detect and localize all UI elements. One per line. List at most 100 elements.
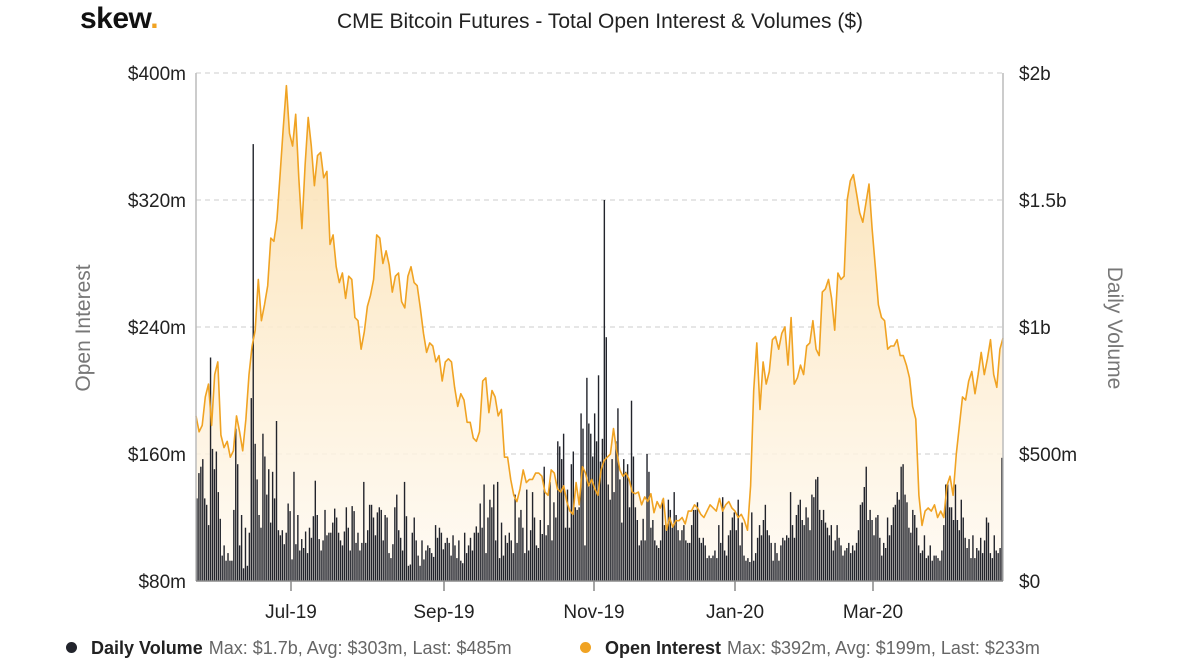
volume-bar bbox=[580, 413, 582, 581]
volume-bar bbox=[970, 558, 972, 581]
volume-bar bbox=[268, 469, 270, 581]
volume-bar bbox=[260, 527, 262, 581]
volume-bar bbox=[857, 530, 860, 581]
volume-bar bbox=[923, 535, 926, 581]
volume-bar bbox=[947, 484, 949, 581]
volume-bar bbox=[958, 530, 961, 581]
x-tick-label: Jan-20 bbox=[706, 602, 764, 623]
volume-bar bbox=[716, 558, 718, 581]
volume-bar bbox=[566, 489, 569, 581]
volume-bar bbox=[396, 494, 398, 581]
volume-bar bbox=[557, 441, 559, 581]
volume-bar bbox=[692, 509, 695, 581]
volume-bar bbox=[671, 527, 673, 581]
volume-bar bbox=[935, 555, 937, 581]
volume-bar bbox=[504, 535, 507, 581]
volume-bar bbox=[628, 507, 631, 581]
volume-bar bbox=[363, 481, 365, 581]
volume-bar bbox=[943, 525, 945, 581]
volume-bar bbox=[914, 515, 916, 581]
volume-bar bbox=[683, 525, 685, 581]
volume-bar bbox=[487, 517, 489, 581]
volume-bar bbox=[681, 530, 683, 581]
legend-item-daily-volume[interactable]: Daily Volume Max: $1.7b, Avg: $303m, Last… bbox=[66, 638, 512, 659]
volume-bar bbox=[413, 517, 415, 581]
volume-bar bbox=[830, 525, 833, 581]
volume-bar bbox=[213, 469, 216, 581]
volume-bar bbox=[665, 530, 668, 581]
axis-labels: $80m $0 $160m $500m $240m $1b $320m $1.5b $400m $… bbox=[72, 64, 1126, 623]
volume-bar bbox=[853, 550, 856, 581]
legend-label: Daily Volume bbox=[91, 638, 203, 658]
volume-bar bbox=[797, 504, 800, 581]
volume-bar bbox=[264, 456, 266, 581]
volume-bar bbox=[366, 530, 369, 581]
volume-bar bbox=[411, 532, 413, 581]
volume-bar bbox=[985, 517, 988, 581]
volume-bar bbox=[617, 408, 619, 581]
volume-bar bbox=[623, 459, 625, 581]
volume-bar bbox=[551, 540, 553, 581]
open-interest-area bbox=[196, 85, 1003, 581]
volume-bar bbox=[881, 555, 883, 581]
volume-bar bbox=[712, 555, 714, 581]
volume-bar bbox=[578, 507, 580, 581]
volume-bar bbox=[906, 502, 908, 581]
volume-bar bbox=[495, 540, 497, 581]
volume-bar bbox=[912, 509, 914, 581]
volume-bar bbox=[351, 506, 353, 581]
legend-item-open-interest[interactable]: Open Interest Max: $392m, Avg: $199m, Las… bbox=[580, 638, 1040, 659]
volume-bar bbox=[954, 484, 957, 581]
volume-bar bbox=[937, 558, 939, 581]
logo-text: skew bbox=[80, 2, 151, 35]
volume-bar bbox=[528, 550, 530, 581]
volume-bar bbox=[875, 517, 877, 581]
volume-bar bbox=[626, 464, 629, 581]
volume-bar bbox=[774, 542, 776, 581]
volume-bar bbox=[869, 509, 871, 581]
volume-bar bbox=[611, 459, 613, 581]
volume-bar bbox=[262, 433, 264, 581]
volume-bar bbox=[248, 532, 251, 581]
volume-bar bbox=[698, 537, 701, 581]
volume-bar bbox=[252, 144, 254, 581]
volume-bar bbox=[766, 530, 768, 581]
volume-bar bbox=[481, 527, 483, 581]
volume-bar bbox=[886, 517, 889, 581]
volume-bar bbox=[884, 548, 887, 581]
volume-bar bbox=[780, 545, 782, 581]
volume-bar bbox=[390, 558, 392, 581]
volume-bar bbox=[642, 518, 644, 581]
volume-bar bbox=[601, 438, 604, 581]
volume-bar bbox=[801, 520, 803, 581]
volume-bar bbox=[405, 516, 408, 581]
volume-bar bbox=[921, 550, 924, 581]
volume-bar bbox=[749, 562, 751, 581]
volume-bar bbox=[231, 560, 233, 581]
volume-bar bbox=[374, 535, 377, 581]
volume-bar bbox=[720, 542, 722, 581]
volume-bar bbox=[690, 525, 693, 581]
volume-bar bbox=[425, 550, 427, 581]
volume-bar bbox=[394, 507, 396, 581]
volume-bar bbox=[815, 479, 817, 581]
volume-bar bbox=[807, 517, 809, 581]
volume-bar bbox=[473, 532, 476, 581]
volume-bar bbox=[312, 516, 315, 581]
volume-bar bbox=[702, 537, 704, 581]
volume-bar bbox=[337, 532, 340, 581]
volume-bar bbox=[848, 542, 850, 581]
volume-bar bbox=[714, 550, 716, 581]
volume-bar bbox=[382, 540, 384, 581]
volume-bar bbox=[508, 532, 510, 581]
volume-bar bbox=[721, 497, 724, 581]
volume-bar bbox=[574, 507, 576, 581]
volume-bar bbox=[836, 525, 838, 581]
volume-bar bbox=[624, 471, 627, 581]
volume-bar bbox=[409, 564, 412, 581]
volume-bar bbox=[275, 421, 278, 581]
right-tick-label: $1.5b bbox=[1019, 191, 1067, 212]
volume-bar bbox=[638, 545, 640, 581]
open-interest-area-fill bbox=[196, 85, 1003, 581]
volume-bar bbox=[603, 200, 606, 581]
